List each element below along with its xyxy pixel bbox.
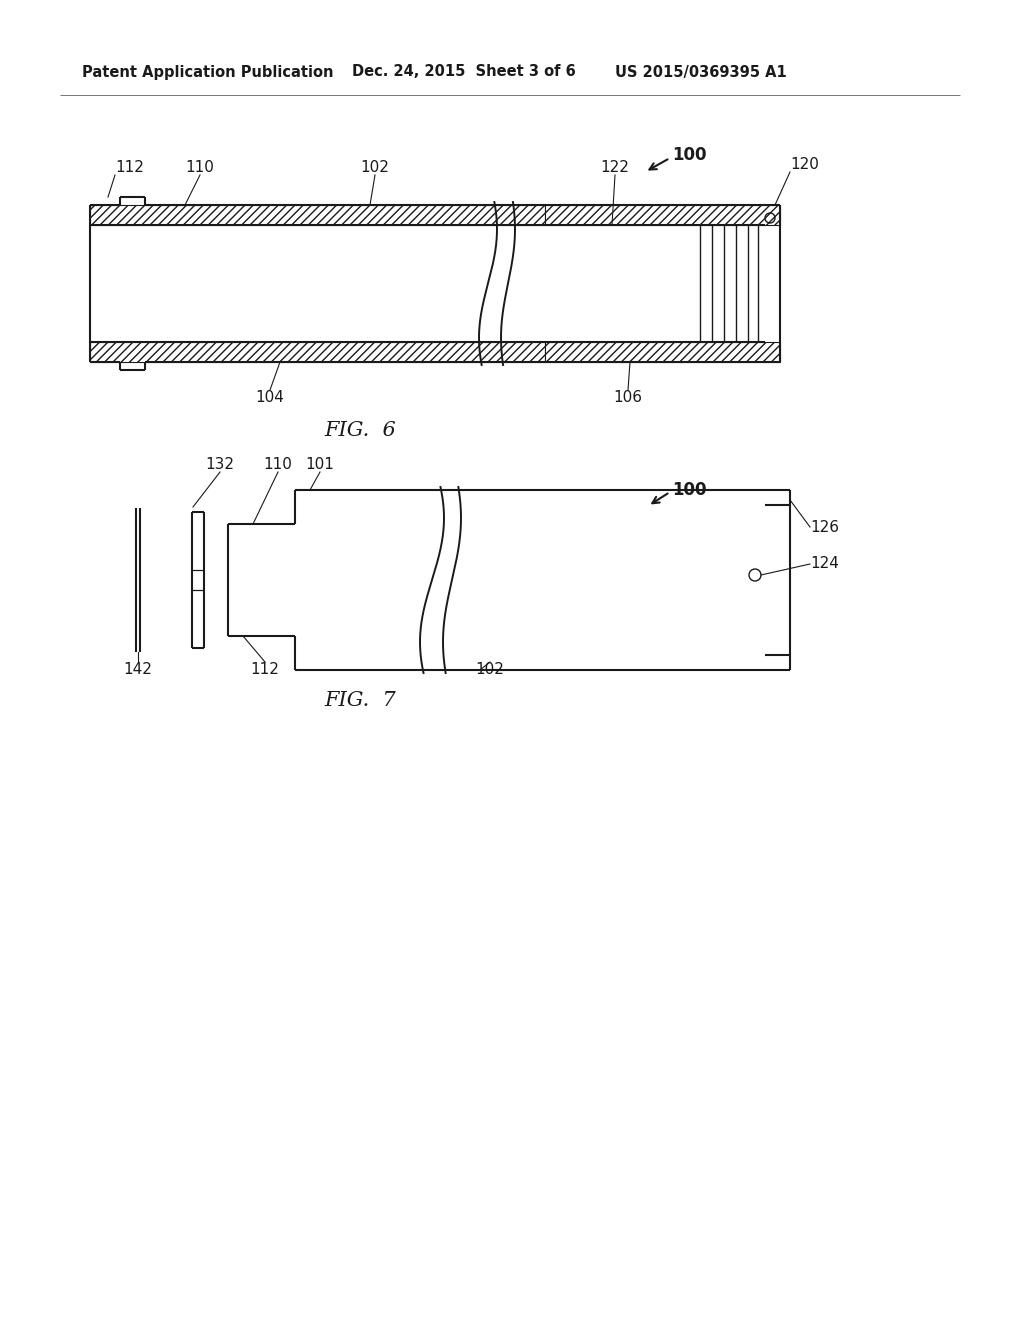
Text: 126: 126 [810,520,839,535]
Text: FIG.  7: FIG. 7 [325,690,396,710]
Text: 142: 142 [124,663,153,677]
Text: 101: 101 [305,457,335,473]
Text: 110: 110 [185,160,214,176]
Text: 100: 100 [672,480,707,499]
Text: 104: 104 [256,389,285,405]
Text: 124: 124 [810,557,839,572]
Text: 112: 112 [115,160,144,176]
Text: 100: 100 [672,147,707,164]
Text: 102: 102 [475,663,505,677]
Text: Patent Application Publication: Patent Application Publication [82,65,334,79]
Text: 132: 132 [206,457,234,473]
Bar [90,342,545,362]
Text: 120: 120 [790,157,819,172]
Text: Dec. 24, 2015  Sheet 3 of 6: Dec. 24, 2015 Sheet 3 of 6 [352,65,575,79]
Text: 102: 102 [360,160,389,176]
Bar [545,342,780,362]
Bar [545,205,780,224]
Bar [90,205,545,224]
Text: US 2015/0369395 A1: US 2015/0369395 A1 [615,65,786,79]
Text: FIG.  6: FIG. 6 [325,421,396,440]
Text: 112: 112 [251,663,280,677]
Text: 106: 106 [613,389,642,405]
Text: 122: 122 [600,160,630,176]
Text: 110: 110 [263,457,293,473]
